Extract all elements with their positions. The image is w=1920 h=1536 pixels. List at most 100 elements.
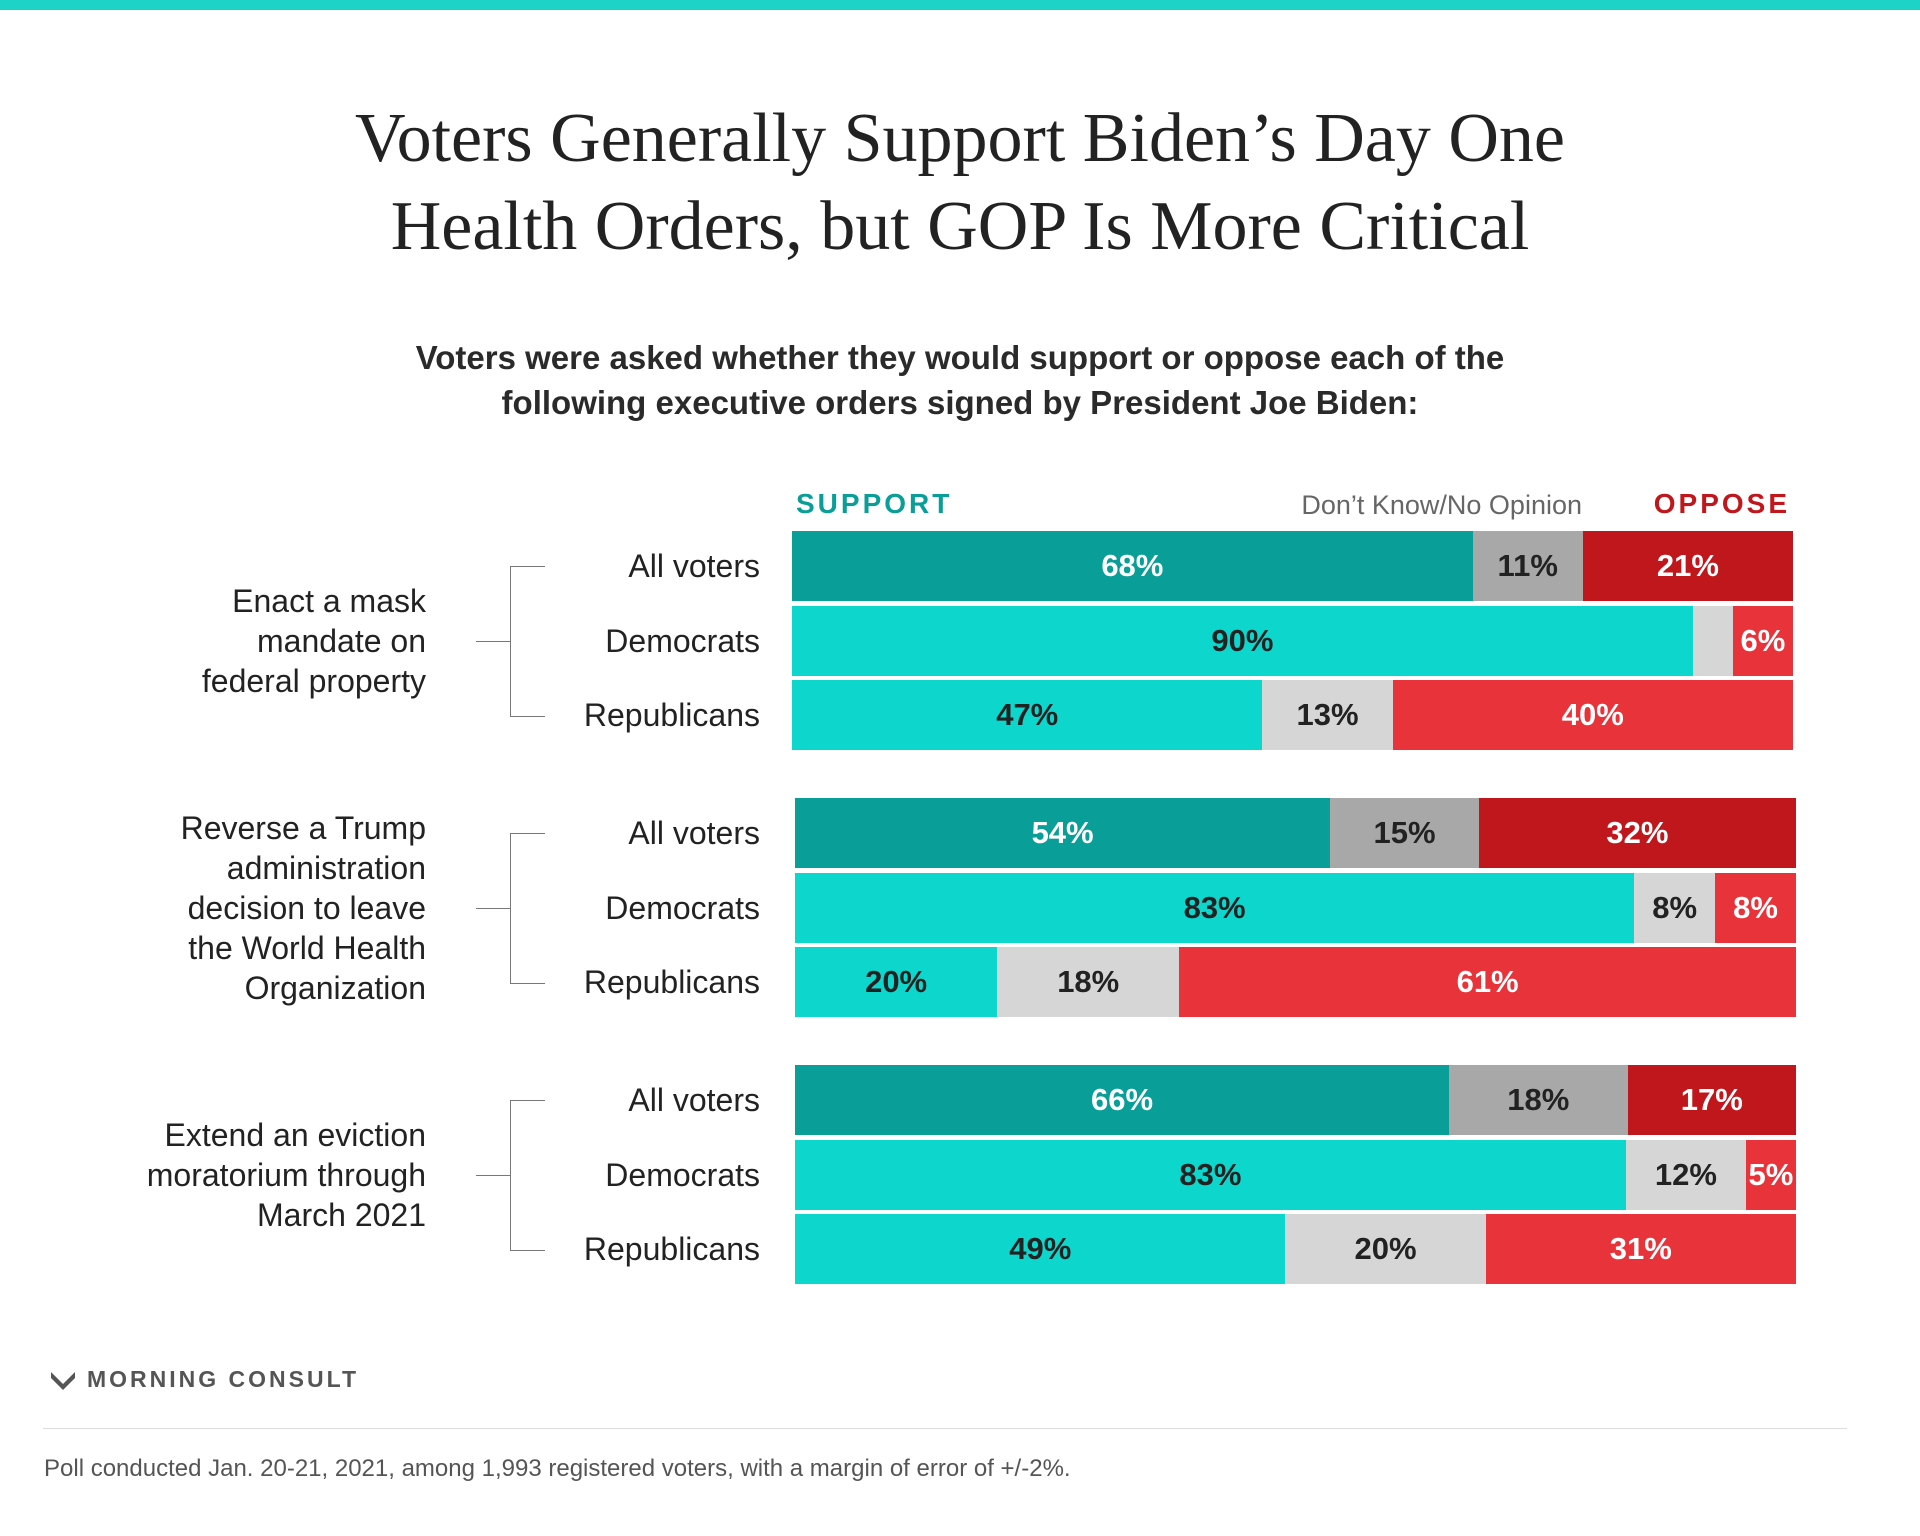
group-label-line: March 2021 xyxy=(257,1196,426,1233)
bar-segment-support: 90% xyxy=(792,605,1693,676)
bar-segment-support: 54% xyxy=(795,798,1331,868)
data-label: 18% xyxy=(1507,1082,1570,1117)
bar-segment-dk: 15% xyxy=(1330,798,1479,868)
stacked-bar: 47% 13% 40% xyxy=(792,680,1793,750)
row-label: Democrats xyxy=(605,889,760,926)
bar-segment-oppose: 21% xyxy=(1582,531,1793,601)
data-label: 21% xyxy=(1656,548,1719,583)
row-label: Democrats xyxy=(605,1156,760,1193)
data-label: 66% xyxy=(1091,1082,1154,1117)
bar-segment-support: 83% xyxy=(795,1139,1626,1210)
bar-segment-support: 47% xyxy=(792,680,1263,750)
footnote: Poll conducted Jan. 20-21, 2021, among 1… xyxy=(44,1455,1071,1482)
group-label-line: mandate on xyxy=(256,622,426,659)
bar-segment-dk: 18% xyxy=(997,947,1180,1017)
group-label-line: moratorium through xyxy=(146,1156,426,1193)
group-label: Extend an eviction moratorium through Marc… xyxy=(147,1115,426,1235)
bar-segment-dk xyxy=(1692,605,1733,676)
bar-segment-oppose: 5% xyxy=(1745,1139,1796,1210)
data-label: 32% xyxy=(1606,815,1669,850)
bar-segment-oppose: 8% xyxy=(1715,872,1796,943)
data-label: 5% xyxy=(1748,1156,1794,1192)
group-bracket xyxy=(510,833,545,984)
stacked-bar: 20% 18% 61% xyxy=(795,947,1796,1017)
data-label: 18% xyxy=(1057,964,1120,999)
row-label: All voters xyxy=(628,548,760,584)
data-label: 83% xyxy=(1179,1156,1242,1192)
bar-segment-oppose: 6% xyxy=(1732,605,1793,676)
row-label: Republicans xyxy=(583,1231,760,1267)
bar-segment-oppose: 32% xyxy=(1478,798,1796,868)
bar-segment-oppose: 17% xyxy=(1627,1065,1796,1135)
data-label: 8% xyxy=(1733,889,1778,925)
data-label: 8% xyxy=(1652,889,1698,925)
bar-segment-dk: 8% xyxy=(1634,872,1716,943)
brand-name: MORNING CONSULT xyxy=(87,1366,360,1392)
legend-dont-know: Don’t Know/No Opinion xyxy=(1301,490,1582,520)
bar-segment-oppose: 40% xyxy=(1392,680,1793,750)
bar-segment-dk: 11% xyxy=(1472,531,1583,601)
data-label: 31% xyxy=(1609,1231,1672,1266)
bar-segment-oppose: 31% xyxy=(1485,1214,1796,1284)
data-label: 20% xyxy=(1354,1231,1417,1266)
group-label-line: administration xyxy=(226,849,426,886)
group-label-line: Enact a mask xyxy=(232,582,426,619)
row-label: All voters xyxy=(628,1082,760,1118)
group-label-line: Organization xyxy=(244,969,426,1006)
bar-segment-support: 20% xyxy=(795,947,998,1017)
legend-support: SUPPORT xyxy=(796,488,953,519)
bar-segment-dk: 12% xyxy=(1625,1139,1746,1210)
group-label-line: federal property xyxy=(201,662,426,699)
logo-m-icon xyxy=(51,1371,75,1390)
data-label: 83% xyxy=(1183,889,1246,925)
subtitle-line: Voters were asked whether they would sup… xyxy=(415,339,1505,376)
top-accent-bar xyxy=(0,0,1920,10)
bracket-stub xyxy=(476,907,510,909)
bracket-stub xyxy=(476,1174,510,1176)
group-bracket xyxy=(510,566,545,717)
morning-consult-logo: MORNING CONSULT xyxy=(49,1366,359,1393)
stacked-bar: 49% 20% 31% xyxy=(795,1214,1796,1284)
group-label-line: Reverse a Trump xyxy=(180,809,426,846)
stacked-bar: 90% 6% xyxy=(792,605,1793,676)
chart-title: Voters Generally Support Biden’s Day One… xyxy=(0,95,1920,271)
row-label: Republicans xyxy=(583,964,760,1000)
bracket-stub xyxy=(476,640,510,642)
group-label-line: the World Health xyxy=(188,929,426,966)
subtitle-line: following executive orders signed by Pre… xyxy=(501,384,1419,421)
bar-segment-oppose: 61% xyxy=(1179,947,1796,1017)
group-bracket xyxy=(510,1100,545,1251)
data-label: 13% xyxy=(1296,697,1359,732)
stacked-bar: 83% 12% 5% xyxy=(795,1139,1796,1210)
group-label: Enact a mask mandate on federal property xyxy=(202,581,426,701)
bar-segment-dk: 18% xyxy=(1449,1065,1628,1135)
bar-segment-support: 83% xyxy=(795,872,1635,943)
group-label: Reverse a Trump administration decision to… xyxy=(181,808,426,1008)
group-label-line: Extend an eviction xyxy=(164,1116,427,1153)
divider xyxy=(43,1428,1847,1429)
title-line: Voters Generally Support Biden’s Day One xyxy=(355,100,1565,177)
data-label: 40% xyxy=(1561,697,1624,732)
legend-oppose: OPPOSE xyxy=(1653,488,1790,519)
data-label: 17% xyxy=(1680,1082,1743,1117)
bar-segment-support: 49% xyxy=(795,1214,1286,1284)
data-label: 61% xyxy=(1456,964,1519,999)
stacked-bar: 83% 8% 8% xyxy=(795,872,1796,943)
data-label: 54% xyxy=(1031,815,1094,850)
stacked-bar: 54% 15% 32% xyxy=(795,798,1796,868)
chart-subtitle: Voters were asked whether they would sup… xyxy=(0,335,1920,425)
group-label-line: decision to leave xyxy=(187,889,426,926)
row-label: Republicans xyxy=(583,697,760,733)
row-label: All voters xyxy=(628,815,760,851)
data-label: 68% xyxy=(1101,548,1164,583)
row-label: Democrats xyxy=(605,622,760,659)
data-label: 15% xyxy=(1373,815,1436,850)
data-label: 6% xyxy=(1740,622,1786,658)
data-label: 47% xyxy=(996,697,1059,732)
bar-segment-dk: 13% xyxy=(1262,680,1393,750)
data-label: 12% xyxy=(1654,1156,1717,1192)
bar-segment-support: 66% xyxy=(795,1065,1450,1135)
data-label: 11% xyxy=(1497,548,1558,583)
bar-segment-dk: 20% xyxy=(1285,1214,1486,1284)
